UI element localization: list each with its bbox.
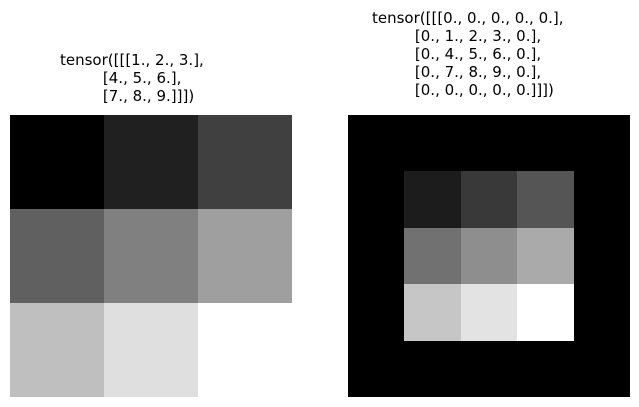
pixel-r1-c2 — [198, 209, 292, 303]
pixel-r1-c0 — [10, 209, 104, 303]
pixel-r4-c0 — [348, 340, 405, 397]
pixel-r4-c4 — [573, 340, 630, 397]
pixel-r2-c3 — [517, 227, 574, 285]
pixel-r0-c1 — [104, 115, 198, 209]
pixel-r2-c4 — [573, 227, 630, 285]
pixel-r2-c1 — [104, 303, 198, 397]
pixel-r2-c0 — [10, 303, 104, 397]
pixel-r2-c2 — [198, 303, 292, 397]
pixel-r0-c4 — [573, 115, 630, 172]
pixel-r1-c1 — [404, 171, 461, 228]
pixel-r0-c2 — [460, 115, 518, 172]
left-image-grid — [10, 115, 292, 397]
pixel-r3-c0 — [348, 284, 405, 341]
pixel-r3-c2 — [460, 284, 518, 341]
pixel-r2-c1 — [404, 227, 461, 285]
pixel-r3-c4 — [573, 284, 630, 341]
pixel-r1-c1 — [104, 209, 198, 303]
pixel-r1-c2 — [460, 171, 518, 228]
left-figure-title: tensor([[[1., 2., 3.], [4., 5., 6.], [7.… — [60, 51, 204, 105]
pixel-r0-c2 — [198, 115, 292, 209]
pixel-r2-c2 — [460, 227, 518, 285]
right-figure-title: tensor([[[0., 0., 0., 0., 0.], [0., 1., … — [372, 9, 564, 99]
pixel-r4-c2 — [460, 340, 518, 397]
pixel-r1-c4 — [573, 171, 630, 228]
pixel-r1-c3 — [517, 171, 574, 228]
pixel-r4-c1 — [404, 340, 461, 397]
pixel-r0-c1 — [404, 115, 461, 172]
pixel-r3-c1 — [404, 284, 461, 341]
pixel-r2-c0 — [348, 227, 405, 285]
right-image-grid — [348, 115, 630, 397]
pixel-r0-c3 — [517, 115, 574, 172]
pixel-r0-c0 — [348, 115, 405, 172]
pixel-r1-c0 — [348, 171, 405, 228]
pixel-r3-c3 — [517, 284, 574, 341]
pixel-r4-c3 — [517, 340, 574, 397]
pixel-r0-c0 — [10, 115, 104, 209]
